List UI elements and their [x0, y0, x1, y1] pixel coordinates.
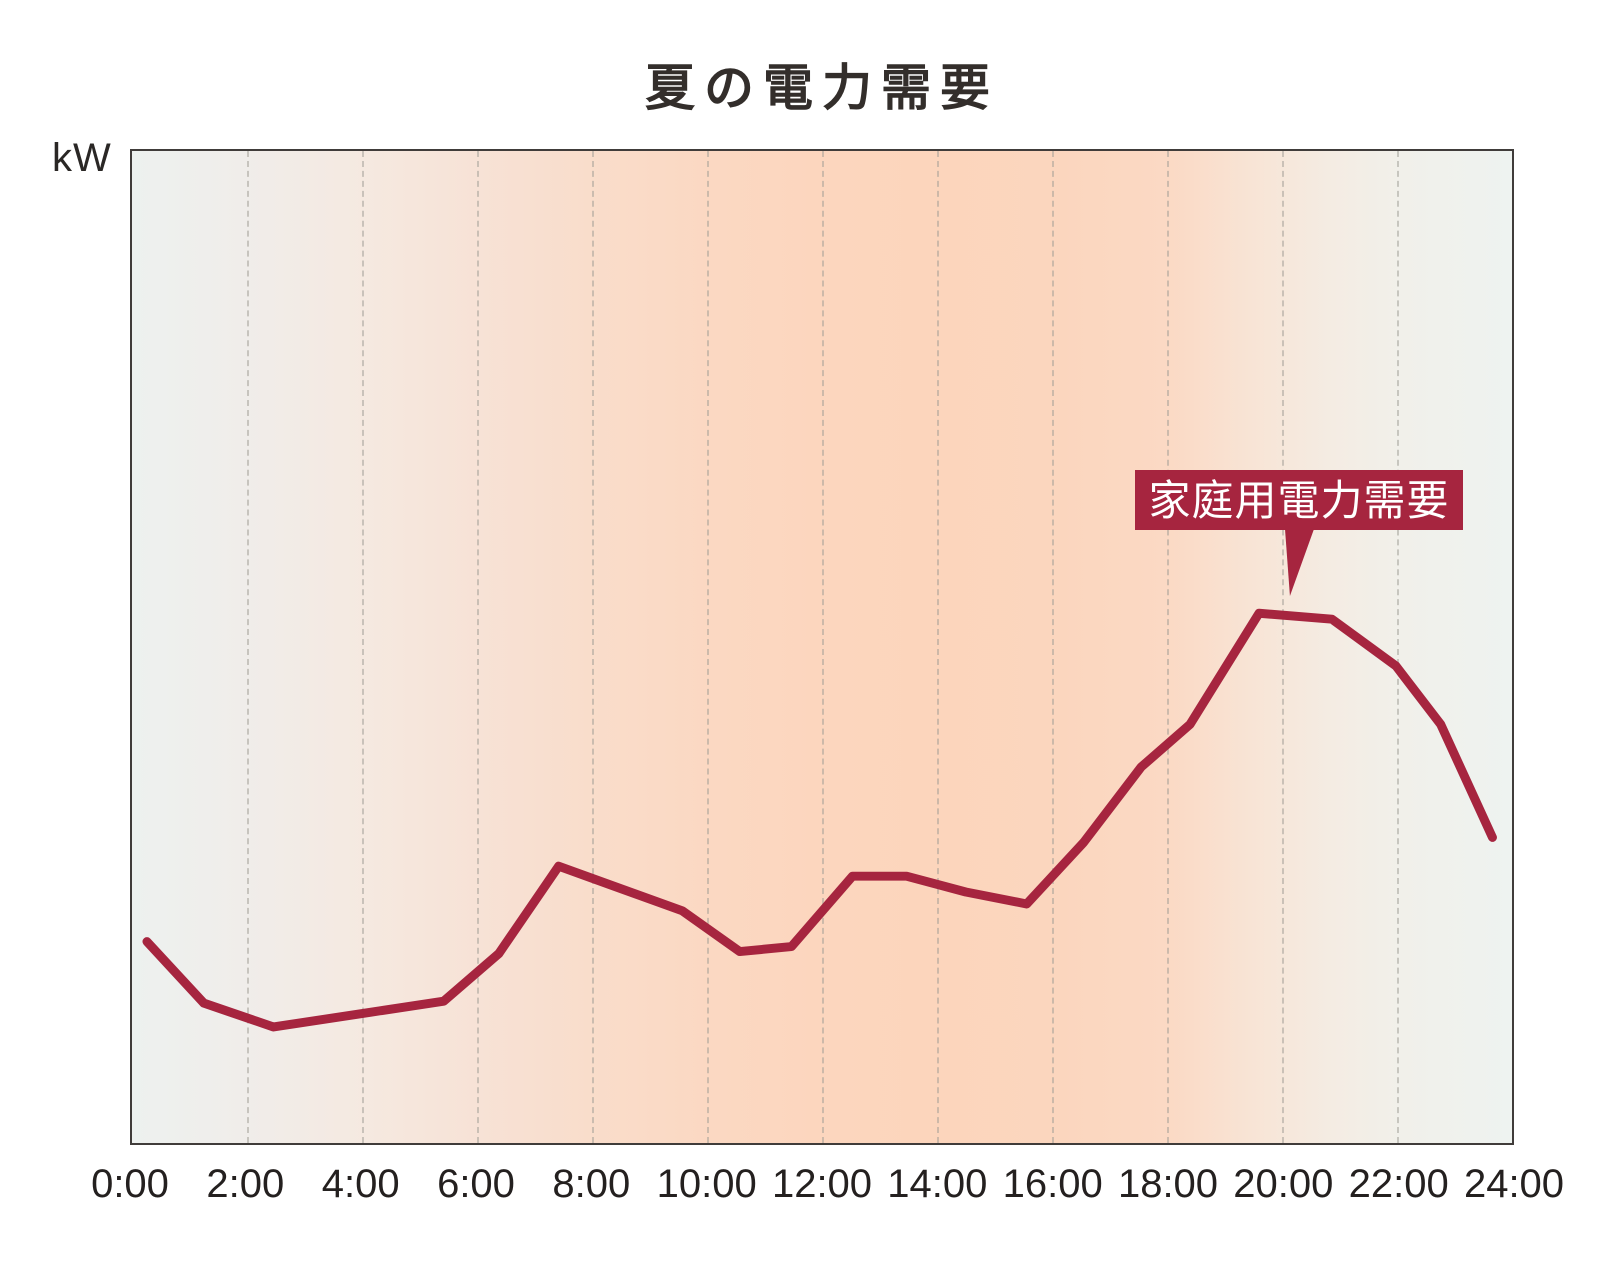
x-tick-label: 24:00 [1463, 1162, 1565, 1206]
x-tick-label: 2:00 [206, 1162, 285, 1206]
gridline [247, 151, 249, 1143]
x-tick-label: 0:00 [91, 1162, 169, 1206]
gridline [707, 151, 709, 1143]
x-tick-label: 20:00 [1233, 1162, 1334, 1206]
annotation-label: 家庭用電力需要 [1135, 470, 1463, 530]
gridline [822, 151, 824, 1143]
x-tick-label: 10:00 [656, 1162, 757, 1206]
x-tick-label: 12:00 [771, 1162, 873, 1206]
x-tick-label: 16:00 [1002, 1162, 1103, 1206]
x-tick-label: 22:00 [1348, 1162, 1449, 1206]
x-tick-label: 6:00 [437, 1162, 515, 1206]
gridline [937, 151, 939, 1143]
gridline [1052, 151, 1054, 1143]
x-tick-label: 4:00 [321, 1162, 400, 1206]
plot-area: 家庭用電力需要 [130, 149, 1514, 1145]
gridline [1397, 151, 1399, 1143]
gridline [1282, 151, 1284, 1143]
x-tick-label: 18:00 [1117, 1162, 1219, 1206]
x-tick-label: 14:00 [887, 1162, 988, 1206]
y-axis-unit-label: kW [52, 136, 112, 180]
gridline [362, 151, 364, 1143]
annotation-callout: 家庭用電力需要 [1135, 470, 1463, 596]
gridline [477, 151, 479, 1143]
x-tick-label: 8:00 [552, 1162, 631, 1206]
line-layer [142, 608, 1497, 1032]
chart-title: 夏の電力需要 [645, 60, 999, 116]
x-axis: 0:00 2:00 4:00 6:00 8:00 10:00 12:00 14:00 16:00… [91, 1162, 1564, 1214]
gridline [592, 151, 594, 1143]
demand-line-path [142, 608, 1497, 1032]
gridline [1167, 151, 1169, 1143]
